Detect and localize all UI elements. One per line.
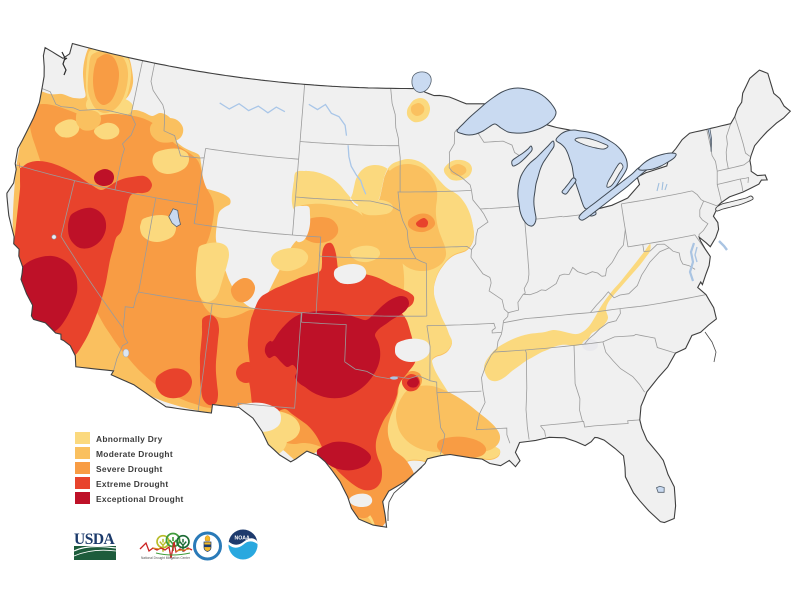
svg-text:Exceptional Drought: Exceptional Drought — [96, 494, 184, 504]
svg-text:NOAA: NOAA — [235, 536, 251, 542]
svg-text:National Drought Mitigation Ce: National Drought Mitigation Center — [141, 556, 191, 560]
svg-text:Extreme Drought: Extreme Drought — [96, 479, 168, 489]
svg-text:USDA: USDA — [74, 531, 116, 548]
svg-text:Abnormally Dry: Abnormally Dry — [96, 434, 163, 444]
svg-text:Severe Drought: Severe Drought — [96, 464, 163, 474]
svg-text:Moderate Drought: Moderate Drought — [96, 449, 173, 459]
